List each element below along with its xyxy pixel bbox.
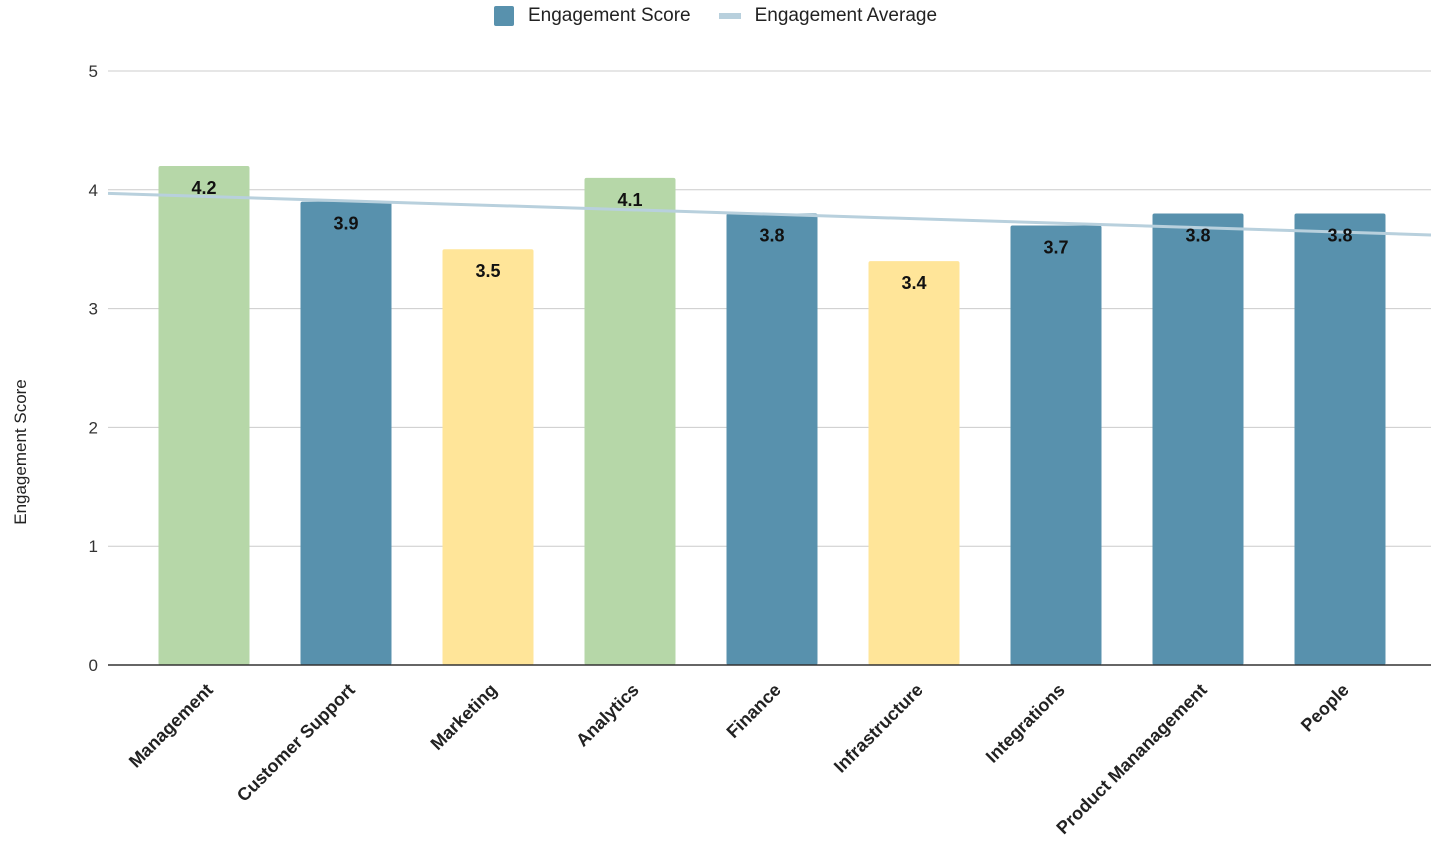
bar	[158, 166, 250, 666]
data-label: 3.7	[1043, 237, 1068, 257]
legend-swatch-average	[718, 13, 741, 19]
x-tick-label: Integrations	[982, 680, 1069, 767]
bar	[1010, 225, 1102, 665]
x-tick-label: Infrastructure	[830, 680, 927, 777]
y-tick-label: 1	[89, 537, 98, 556]
data-label: 3.8	[759, 226, 784, 246]
bar	[300, 201, 392, 665]
data-label: 4.1	[617, 190, 642, 210]
x-tick-label: Management	[125, 680, 217, 772]
x-tick-label: People	[1297, 680, 1353, 736]
data-label: 3.8	[1185, 226, 1210, 246]
x-tick-label: Product Mananagement	[1052, 680, 1210, 838]
bar	[868, 261, 960, 665]
bar	[1294, 213, 1386, 665]
y-tick-label: 4	[89, 181, 98, 200]
legend-label-score: Engagement Score	[527, 5, 691, 26]
bar	[442, 249, 534, 665]
x-tick-label: Analytics	[572, 680, 643, 751]
y-tick-label: 5	[89, 62, 98, 81]
average-line	[107, 191, 1431, 237]
legend: Engagement Score Engagement Average	[0, 4, 1431, 28]
data-label: 4.2	[191, 178, 216, 198]
data-label: 3.5	[475, 261, 500, 281]
legend-item-score[interactable]: Engagement Score	[493, 5, 691, 27]
data-label: 3.9	[333, 214, 358, 234]
bar	[584, 177, 676, 666]
data-label: 3.4	[901, 273, 926, 293]
x-tick-label: Finance	[723, 680, 785, 742]
legend-swatch-score	[493, 6, 514, 26]
y-tick-label: 0	[89, 656, 98, 675]
x-tick-label: Customer Support	[233, 680, 359, 806]
data-label: 3.8	[1327, 226, 1352, 246]
legend-label-average: Engagement Average	[754, 5, 938, 26]
y-tick-label: 3	[89, 300, 98, 319]
legend-item-average[interactable]: Engagement Average	[718, 5, 938, 27]
bar	[1152, 213, 1244, 665]
y-tick-label: 2	[89, 418, 98, 437]
bar	[726, 213, 818, 665]
x-tick-label: Marketing	[427, 680, 501, 754]
